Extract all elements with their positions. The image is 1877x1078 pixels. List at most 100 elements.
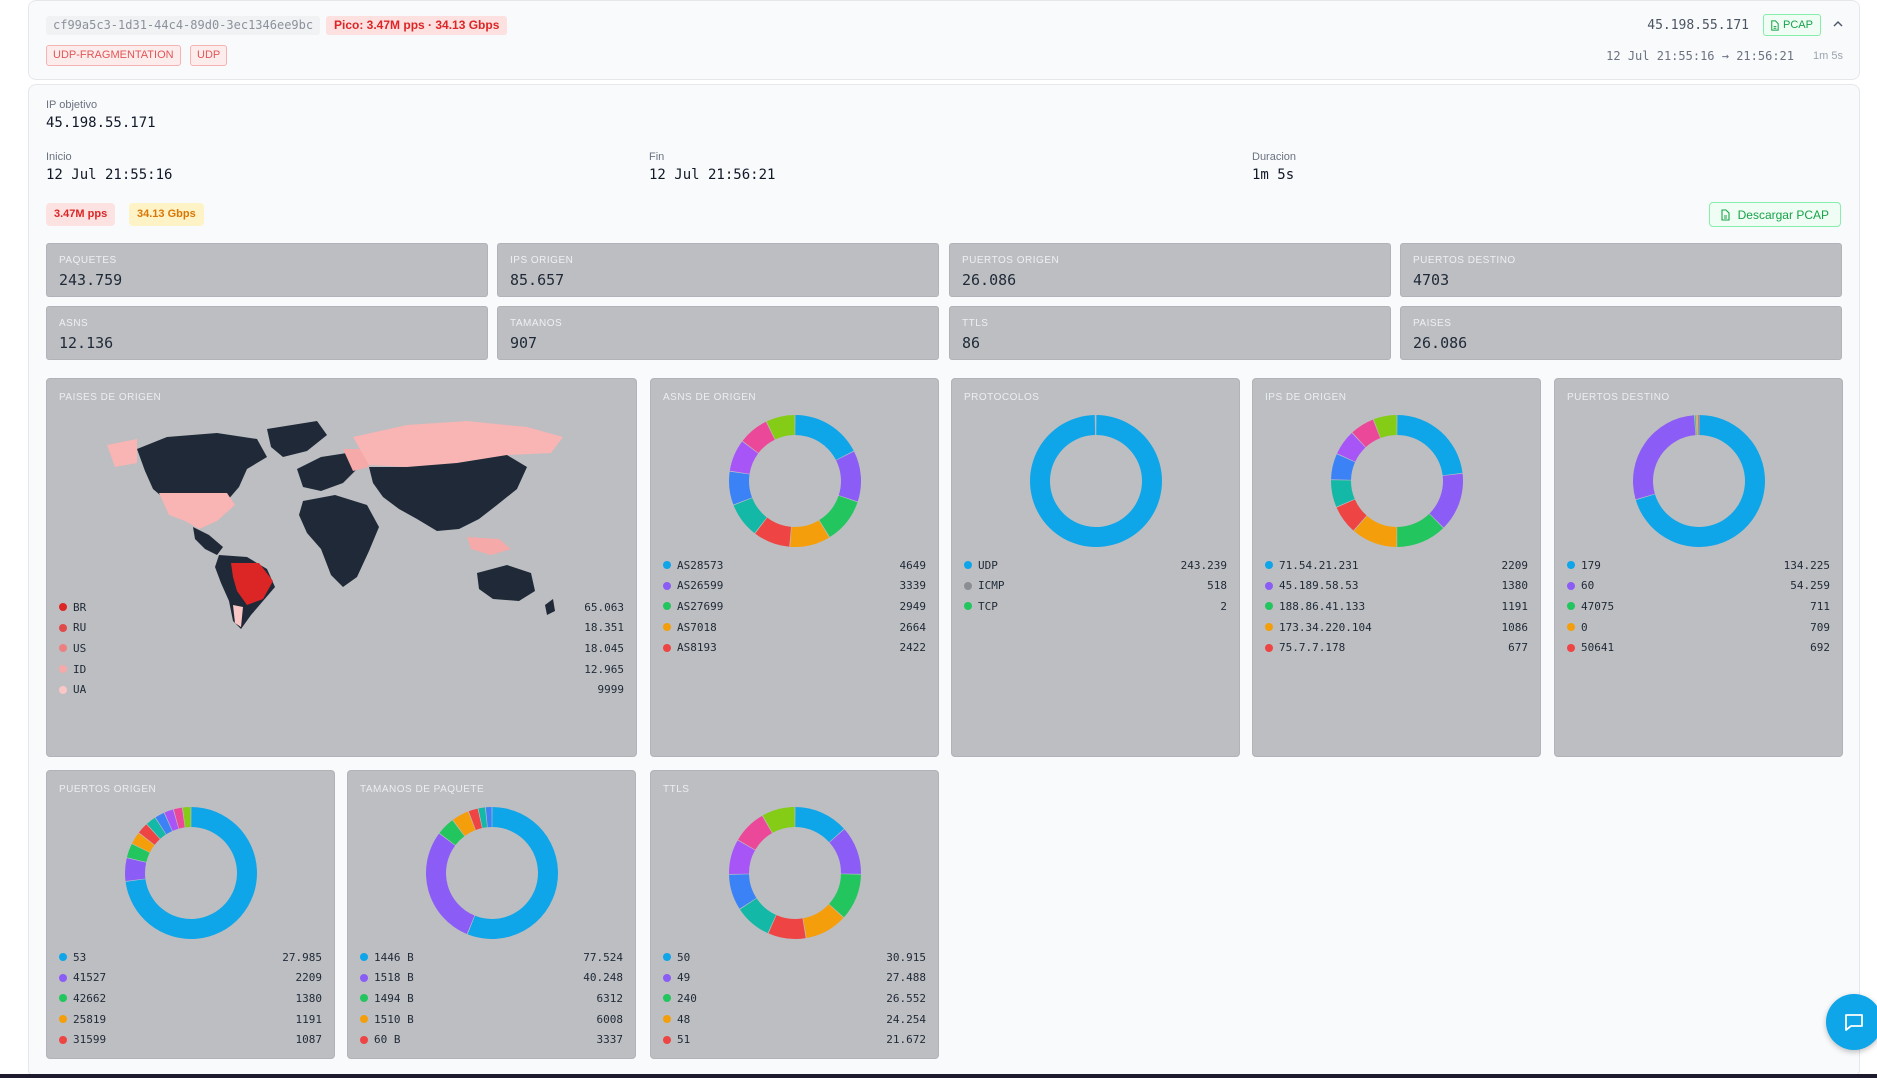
legend-name: 31599 [73, 1033, 107, 1047]
legend-value: 2664 [899, 620, 927, 634]
pcap-badge[interactable]: PCAP [1763, 14, 1821, 36]
donut-slice [1697, 415, 1699, 436]
end-label: Fin [649, 151, 665, 163]
legend-name: 41527 [73, 971, 107, 985]
legend-value: 2209 [295, 971, 323, 985]
legend-name: RU [73, 621, 87, 635]
legend-dot [360, 1035, 368, 1044]
stat-label: TAMANOS [510, 318, 563, 329]
stat-paises: PAISES 26.086 [1400, 306, 1842, 360]
legend-name: AS8193 [677, 641, 717, 655]
card-title: PUERTOS DESTINO [1567, 392, 1670, 403]
legend-name: 1518 B [374, 971, 414, 985]
legend-item: 71.54.21.231 2209 [1265, 555, 1528, 576]
legend-item: 60 54.259 [1567, 576, 1830, 597]
legend-name: AS28573 [677, 558, 724, 572]
legend-dot [59, 973, 67, 982]
legend-dot [663, 953, 671, 962]
legend-item: AS28573 4649 [663, 555, 926, 576]
chart-legend: 53 27.985 41527 2209 42662 1380 25819 1191 31599… [59, 947, 322, 1050]
stat-value: 26.086 [1413, 334, 1468, 352]
legend-name: BR [73, 600, 87, 614]
legend-value: 1191 [295, 1012, 323, 1026]
legend-dot [1265, 581, 1273, 590]
donut-slice [766, 415, 795, 440]
legend-dot [964, 581, 972, 590]
legend-name: 25819 [73, 1012, 107, 1026]
legend-item: 47075 711 [1567, 596, 1830, 617]
download-pcap-button[interactable]: Descargar PCAP [1708, 202, 1841, 227]
legend-value: 21.672 [886, 1033, 926, 1047]
donut-slice [138, 824, 160, 845]
legend-value: 243.239 [1180, 558, 1227, 572]
card-title: IPS DE ORIGEN [1265, 392, 1347, 403]
legend-item: AS26599 3339 [663, 576, 926, 597]
legend-name: 45.189.58.53 [1279, 579, 1359, 593]
legend-name: 1446 B [374, 950, 414, 964]
legend-value: 1380 [1501, 579, 1529, 593]
protocolos-card: PROTOCOLOS UDP 243.239 ICMP 518 TCP 2 [951, 378, 1240, 757]
legend-name: 60 B [374, 1033, 401, 1047]
legend-dot [1265, 561, 1273, 570]
legend-name: US [73, 641, 87, 655]
donut-slice [762, 807, 795, 833]
donut-slice [1336, 432, 1365, 462]
donut-slice [164, 809, 178, 831]
legend-item: 75.7.7.178 677 [1265, 637, 1528, 658]
donut-slice [468, 808, 482, 830]
stat-paquetes: PAQUETES 243.759 [46, 243, 488, 297]
donut-slice [1694, 415, 1697, 436]
legend-item: 48 24.254 [663, 1009, 926, 1030]
stat-label: PUERTOS ORIGEN [962, 255, 1060, 266]
legend-value: 77.524 [583, 950, 623, 964]
duration-label: Duracion [1252, 151, 1297, 163]
legend-value: 24.254 [886, 1012, 926, 1026]
stat-value: 12.136 [59, 334, 114, 352]
legend-item: 25819 1191 [59, 1009, 322, 1030]
legend-dot [1567, 623, 1575, 632]
donut-slice [467, 807, 558, 939]
legend-dot [59, 644, 67, 653]
legend-item: US 18.045 [59, 638, 624, 659]
legend-name: 50 [677, 950, 691, 964]
donut-slice [754, 517, 791, 547]
donut-slice [794, 415, 854, 460]
stat-ttls: TTLS 86 [949, 306, 1391, 360]
legend-dot [1265, 623, 1273, 632]
puertos-origen-card: PUERTOS ORIGEN 53 27.985 41527 2209 42662 1380… [46, 770, 335, 1059]
chart-legend: 50 30.915 49 27.488 240 26.552 48 24.254 51 21.67… [663, 947, 926, 1050]
legend-value: 27.985 [282, 950, 322, 964]
pps-badge: 3.47M pps [46, 203, 116, 226]
donut-slice [737, 815, 772, 850]
chat-button[interactable] [1826, 994, 1877, 1050]
legend-dot [663, 643, 671, 652]
attack-header[interactable]: cf99a5c3-1d31-44c4-89d0-3ec1346ee9bc Pic… [28, 0, 1860, 80]
legend-item: 1494 B 6312 [360, 988, 623, 1009]
legend-dot [663, 581, 671, 590]
legend-value: 709 [1810, 620, 1830, 634]
donut-slice [1373, 415, 1397, 438]
legend-dot [59, 665, 67, 674]
legend-dot [360, 994, 368, 1003]
legend-item: BR 65.063 [59, 597, 624, 618]
legend-item: 31599 1087 [59, 1029, 322, 1050]
legend-name: 48 [677, 1012, 691, 1026]
stat-asns: ASNS 12.136 [46, 306, 488, 360]
stat-ips-origen: IPS ORIGEN 85.657 [497, 243, 939, 297]
stat-value: 86 [962, 334, 981, 352]
donut-chart [1632, 415, 1765, 547]
chevron-up-icon[interactable] [1831, 17, 1845, 31]
gbps-badge: 34.13 Gbps [129, 203, 204, 226]
start-label: Inicio [46, 151, 72, 163]
legend-value: 65.063 [584, 600, 624, 614]
header-target-ip: 45.198.55.171 [1647, 18, 1749, 33]
legend-item: 0 709 [1567, 617, 1830, 638]
legend-value: 1086 [1501, 620, 1529, 634]
legend-dot [59, 685, 67, 694]
legend-dot [1265, 602, 1273, 611]
donut-slice [1396, 415, 1462, 476]
donut-slice [452, 811, 475, 836]
chart-legend: 1446 B 77.524 1518 B 40.248 1494 B 6312 1510 B… [360, 947, 623, 1050]
legend-item: 60 B 3337 [360, 1029, 623, 1050]
ips-origen-card: IPS DE ORIGEN 71.54.21.231 2209 45.189.58.5… [1252, 378, 1541, 757]
